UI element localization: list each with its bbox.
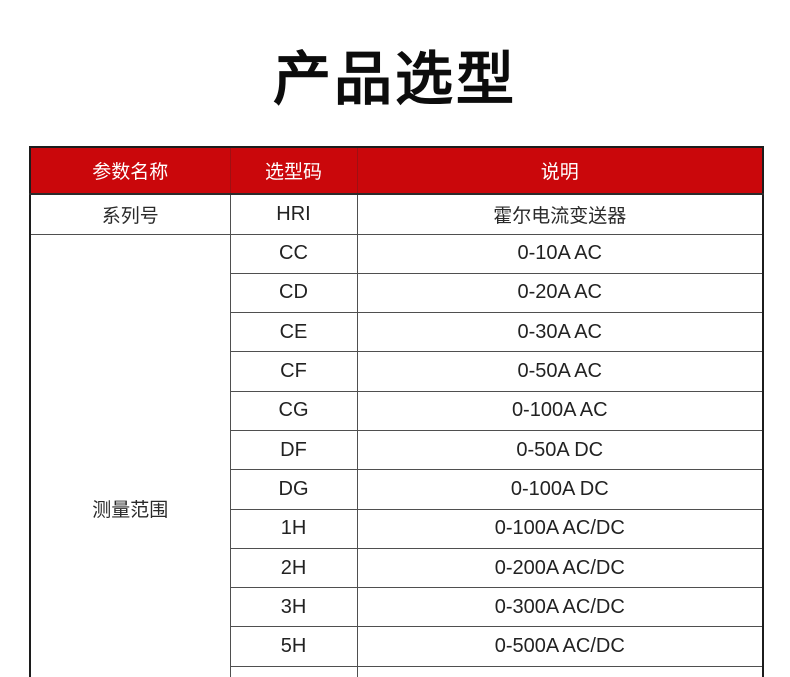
measure-row: 5H 0-500A AC/DC bbox=[30, 626, 764, 667]
col-header-selection-code: 选型码 bbox=[229, 147, 358, 195]
measure-row: CF 0-50A AC bbox=[30, 351, 764, 392]
code-cell: 2H bbox=[229, 547, 358, 589]
series-code-cell: HRI bbox=[229, 193, 358, 235]
desc-cell: 0-20A AC bbox=[356, 272, 764, 314]
series-desc-cell: 霍尔电流变送器 bbox=[356, 193, 764, 235]
measure-row: CD 0-20A AC bbox=[30, 272, 764, 314]
measure-range-label: 测量范围 bbox=[92, 500, 169, 522]
col-header-parameter-name: 参数名称 bbox=[29, 147, 231, 195]
desc-cell: 0-300A AC/DC bbox=[356, 587, 764, 628]
measure-row-partial bbox=[30, 665, 764, 677]
desc-cell: 0-100A AC bbox=[356, 390, 764, 431]
series-row: 系列号 HRI 霍尔电流变送器 bbox=[29, 193, 764, 235]
code-cell: CD bbox=[229, 272, 358, 314]
code-cell: DF bbox=[229, 429, 358, 471]
code-cell: CE bbox=[229, 312, 358, 353]
code-cell: CF bbox=[229, 351, 358, 392]
desc-cell: 0-50A DC bbox=[356, 429, 764, 471]
desc-cell: 0-100A AC/DC bbox=[356, 508, 764, 549]
desc-cell: 0-10A AC bbox=[356, 233, 764, 274]
desc-cell bbox=[356, 665, 764, 677]
page-title: 产品选型 bbox=[272, 47, 517, 112]
measure-row: 1H 0-100A AC/DC bbox=[30, 508, 764, 549]
measure-row: DG 0-100A DC bbox=[30, 469, 764, 510]
measure-row: 2H 0-200A AC/DC bbox=[30, 547, 764, 589]
code-cell: CG bbox=[229, 390, 358, 431]
code-cell: CC bbox=[229, 233, 358, 274]
code-cell: 3H bbox=[229, 587, 358, 628]
measure-range-merged-cell: 测量范围 bbox=[29, 233, 231, 677]
desc-cell: 0-100A DC bbox=[356, 469, 764, 510]
product-selection-table: 参数名称 选型码 说明 系列号 HRI 霍尔电流变送器 测量范围 CC 0-10… bbox=[29, 146, 764, 677]
desc-cell: 0-50A AC bbox=[356, 351, 764, 392]
col-header-description: 说明 bbox=[356, 147, 764, 195]
measure-row: CE 0-30A AC bbox=[30, 312, 764, 353]
code-cell: 1H bbox=[229, 508, 358, 549]
desc-cell: 0-30A AC bbox=[356, 312, 764, 353]
measure-row: CG 0-100A AC bbox=[30, 390, 764, 431]
table-header-row: 参数名称 选型码 说明 bbox=[29, 147, 764, 195]
code-cell: 5H bbox=[229, 626, 358, 667]
desc-cell: 0-500A AC/DC bbox=[356, 626, 764, 667]
series-param-cell: 系列号 bbox=[29, 193, 231, 235]
measure-row: 3H 0-300A AC/DC bbox=[30, 587, 764, 628]
code-cell: DG bbox=[229, 469, 358, 510]
desc-cell: 0-200A AC/DC bbox=[356, 547, 764, 589]
measure-row: DF 0-50A DC bbox=[30, 429, 764, 471]
measure-row: 测量范围 CC 0-10A AC bbox=[29, 233, 764, 677]
code-cell bbox=[229, 665, 358, 677]
